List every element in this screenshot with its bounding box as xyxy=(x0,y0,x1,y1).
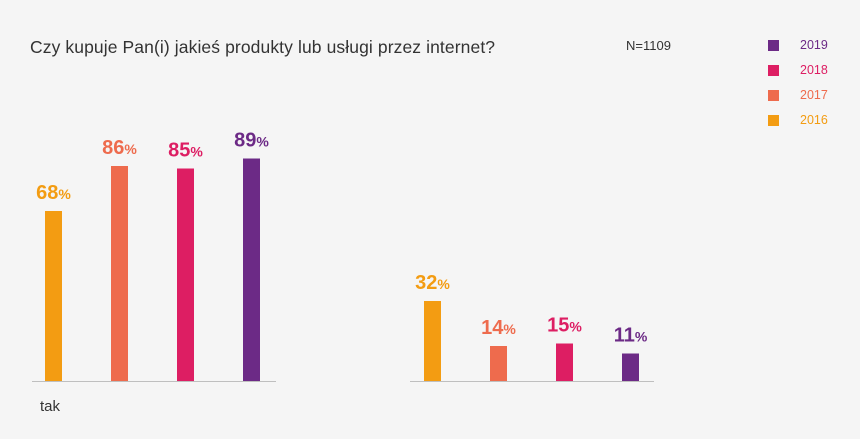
data-label-2017-group-1: 14% xyxy=(481,317,516,339)
chart-title: Czy kupuje Pan(i) jakieś produkty lub us… xyxy=(30,37,496,57)
legend-swatch-2017 xyxy=(768,90,779,101)
bar-2017-group-1 xyxy=(490,346,507,381)
bar-2016-group-0 xyxy=(45,211,62,381)
sample-size-note: N=1109 xyxy=(626,38,671,53)
data-label-2019-group-0: 89% xyxy=(234,130,269,152)
legend-label-2019: 2019 xyxy=(800,38,828,52)
data-label-2016-group-1: 32% xyxy=(415,272,450,294)
data-label-2018-group-0: 85% xyxy=(168,140,203,162)
data-label-2017-group-0: 86% xyxy=(102,137,137,159)
legend-item-2019: 2019 xyxy=(768,38,848,52)
legend-swatch-2019 xyxy=(768,40,779,51)
legend-label-2018: 2018 xyxy=(800,63,828,77)
legend-item-2018: 2018 xyxy=(768,63,848,77)
legend-swatch-2018 xyxy=(768,65,779,76)
bar-2018-group-1 xyxy=(556,343,573,381)
bar-2018-group-0 xyxy=(177,168,194,381)
legend-label-2016: 2016 xyxy=(800,113,828,127)
bar-2019-group-0 xyxy=(243,158,260,381)
legend-item-2017: 2017 xyxy=(768,88,848,102)
bar-2017-group-0 xyxy=(111,166,128,381)
data-label-2016-group-0: 68% xyxy=(36,182,71,204)
data-label-2019-group-1: 11% xyxy=(614,325,648,347)
legend-label-2017: 2017 xyxy=(800,88,828,102)
legend-swatch-2016 xyxy=(768,115,779,126)
category-label-tak: tak xyxy=(40,398,61,415)
legend-item-2016: 2016 xyxy=(768,113,848,127)
bar-2019-group-1 xyxy=(622,353,639,381)
data-label-2018-group-1: 15% xyxy=(547,315,582,337)
bar-2016-group-1 xyxy=(424,301,441,381)
